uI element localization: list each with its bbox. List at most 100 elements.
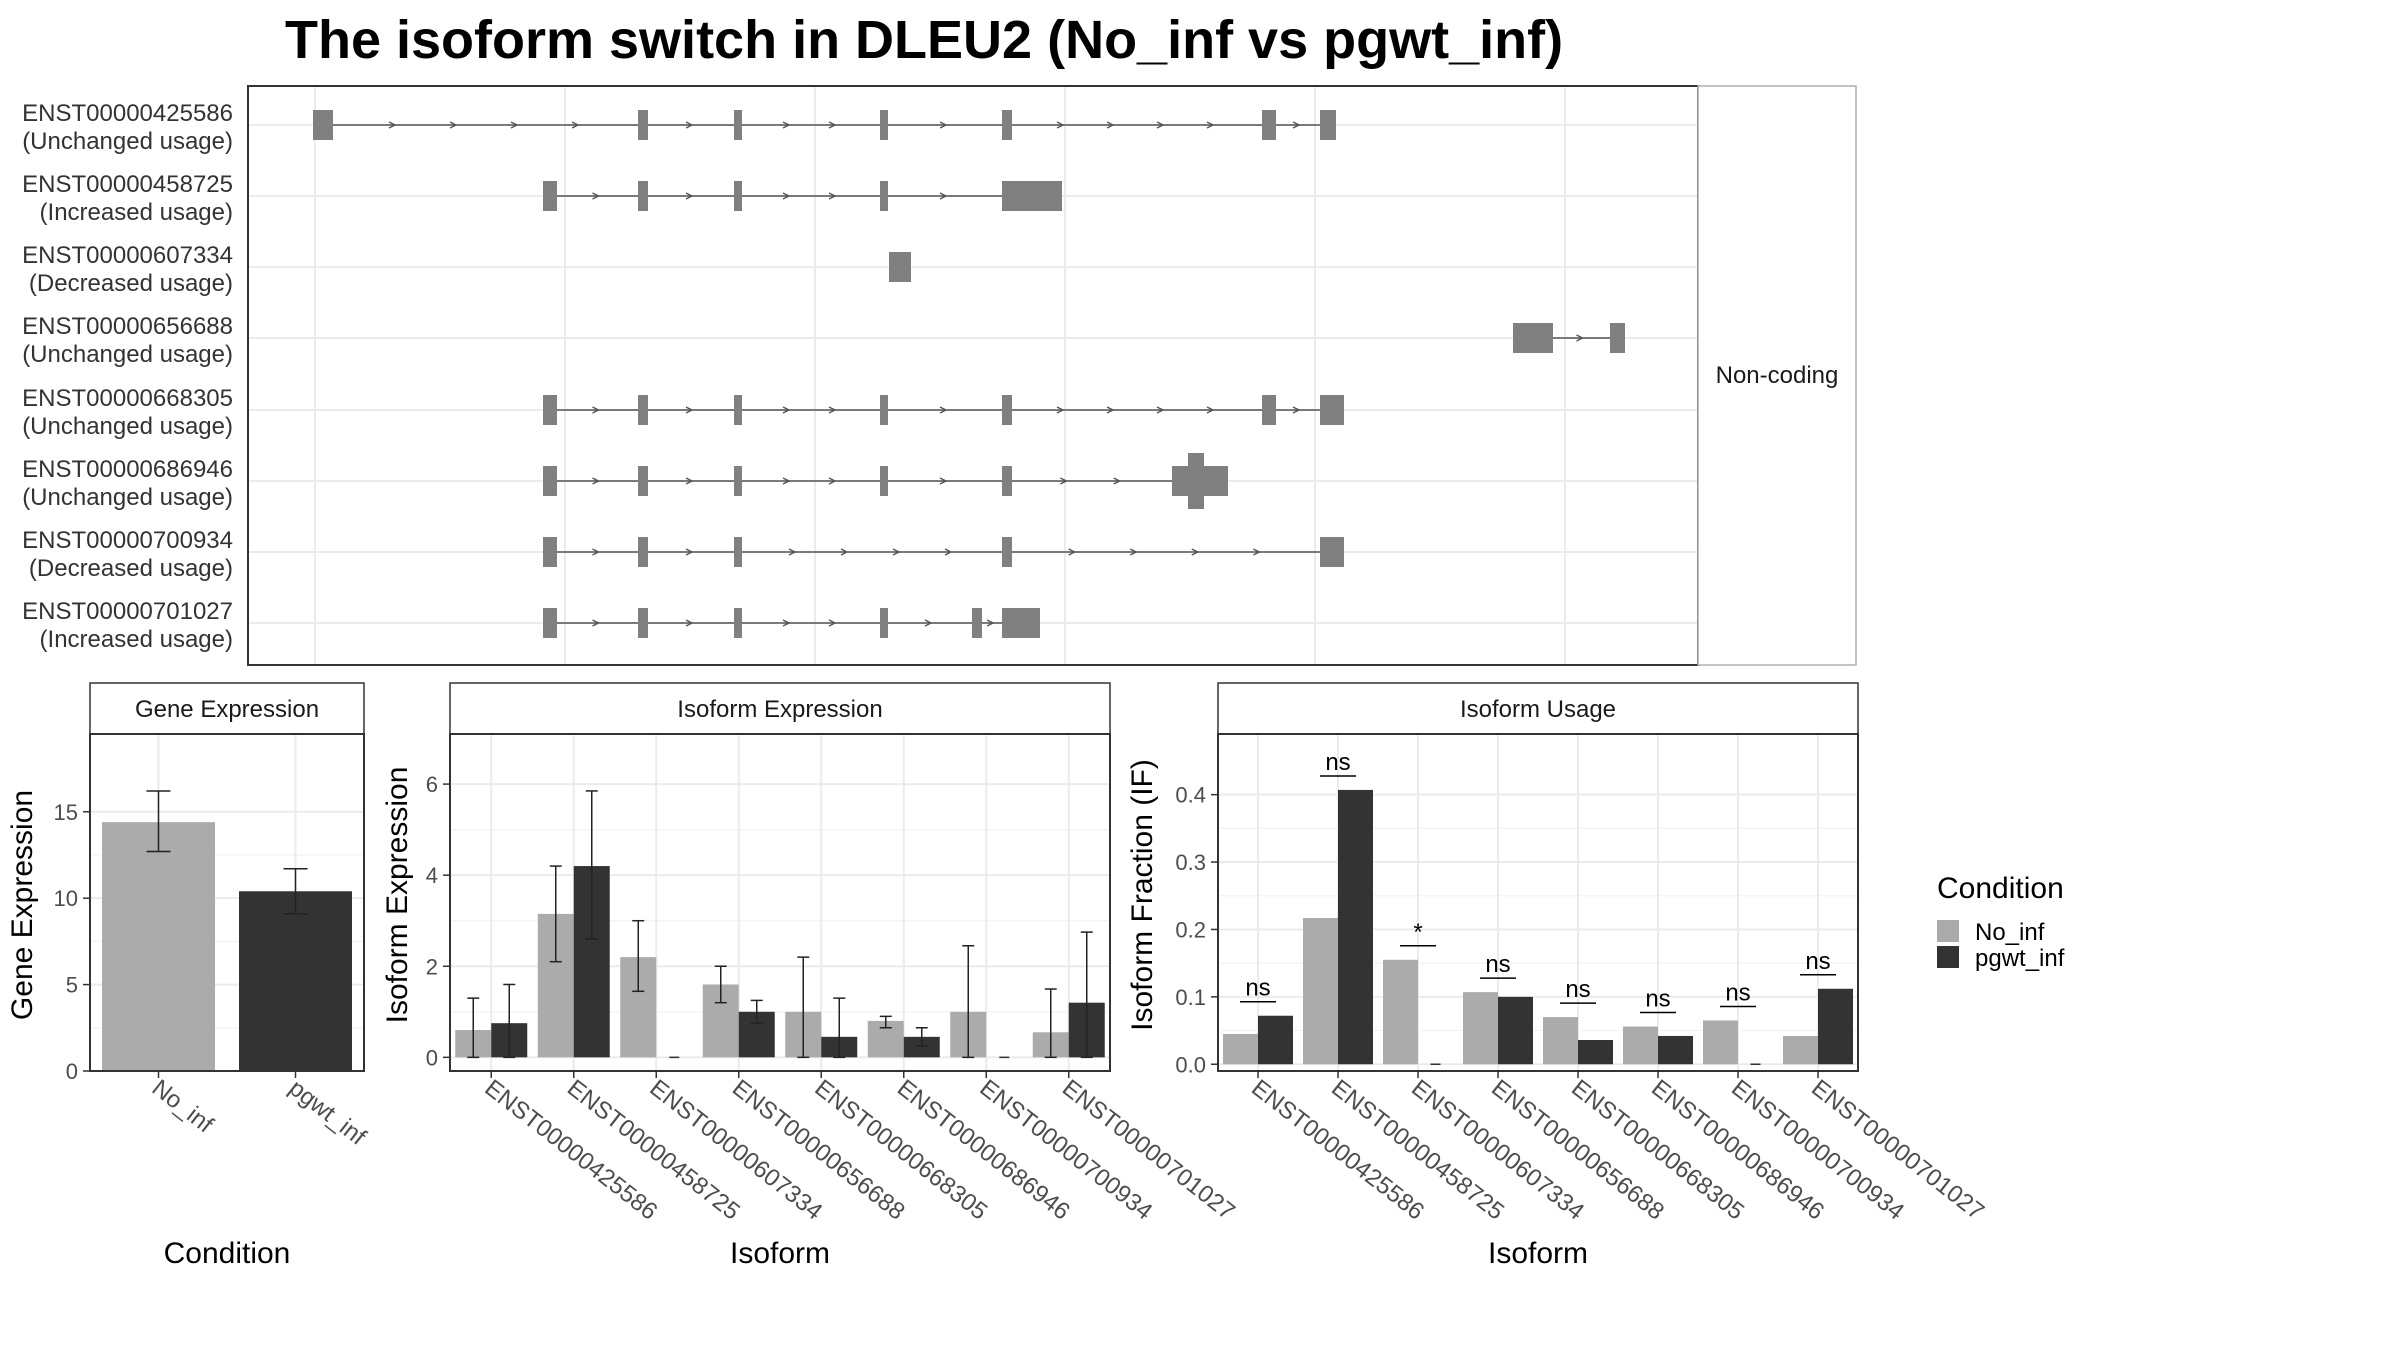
transcript-id-label: ENST00000458725 (22, 171, 233, 198)
exon-block (1610, 323, 1625, 353)
intron-arrow (1292, 121, 1301, 129)
transcript-track-ENST00000607334 (889, 252, 911, 282)
exon-block (638, 466, 648, 496)
exon-block (638, 181, 648, 211)
intron-arrow (782, 192, 791, 200)
y-tick-label: 2 (426, 954, 438, 979)
transcript-labels: ENST00000425586(Unchanged usage)ENST0000… (22, 100, 233, 653)
intron-arrow (685, 406, 694, 414)
intron-arrow (1113, 477, 1122, 485)
y-tick-label: 10 (54, 886, 78, 911)
transcript-track-ENST00000700934 (543, 537, 1344, 567)
exon-block (638, 608, 648, 638)
intron-arrow (592, 548, 601, 556)
isoform-usage-xlabel: Isoform (1488, 1237, 1588, 1270)
intron-arrow (892, 548, 901, 556)
exon-block (1513, 323, 1553, 353)
legend-key-no-inf (1937, 920, 1959, 942)
gene-expression-panel: Gene Expression 0 5 10 15 No_inf pgwt_inf Gen… (6, 682, 371, 1270)
y-tick-label: 0.2 (1175, 917, 1206, 942)
y-tick-label: 0.4 (1175, 783, 1206, 808)
intron-arrow (782, 121, 791, 129)
y-tick-label: 15 (54, 800, 78, 825)
significance-label: ns (1485, 951, 1510, 978)
isoform-expression-strip (449, 682, 1111, 735)
intron-arrow (388, 121, 397, 129)
intron-arrow (1292, 406, 1301, 414)
exon-block (880, 110, 888, 140)
transcript-track-ENST00000686946 (543, 453, 1228, 509)
transcript-id-label: ENST00000686946 (22, 456, 233, 483)
transcript-track-ENST00000425586 (313, 110, 1336, 140)
intron-arrow (828, 477, 837, 485)
x-tick-label: No_inf (147, 1074, 219, 1138)
intron-arrow (685, 619, 694, 627)
isoform-usage-strip-label: Isoform Usage (1460, 696, 1616, 723)
intron-arrow (1056, 406, 1065, 414)
intron-arrow (939, 192, 948, 200)
exon-block (734, 537, 742, 567)
significance-label: ns (1565, 976, 1590, 1003)
intron-arrow (1191, 548, 1200, 556)
intron-arrow (1253, 548, 1261, 556)
transcript-id-label: ENST00000700934 (22, 527, 233, 554)
bar-ENST00000701027-No_inf (1783, 1035, 1818, 1065)
exon-block (638, 537, 648, 567)
isoform-usage-ylabel: Isoform Fraction (IF) (1126, 759, 1159, 1031)
y-tick-label: 0.1 (1175, 985, 1206, 1010)
exon-block (543, 608, 557, 638)
bar-ENST00000686946-pgwt_inf (903, 1036, 940, 1058)
exon-block (1320, 395, 1344, 425)
transcript-usage-label: (Increased usage) (40, 199, 233, 226)
intron-arrow (1206, 406, 1215, 414)
legend-label-no-inf: No_inf (1975, 919, 2045, 946)
exon-block (734, 110, 742, 140)
exon-block (1320, 110, 1336, 140)
isoform-usage-panel: Isoform Usage ns ns * ns ns ns ns ns 0.0 0.1 0.2 0.… (1126, 682, 1989, 1270)
isoform-expression-strip-label: Isoform Expression (677, 696, 882, 723)
exon-block (880, 608, 888, 638)
transcript-id-label: ENST00000607334 (22, 242, 233, 269)
bar-No_inf-single (102, 822, 215, 1071)
gene-expression-ylabel: Gene Expression (6, 790, 39, 1020)
significance-label: ns (1325, 749, 1350, 776)
exon-block (880, 466, 888, 496)
intron-arrow (828, 619, 837, 627)
y-tick-label: 0.3 (1175, 850, 1206, 875)
intron-arrow (592, 477, 601, 485)
significance-label: * (1413, 919, 1422, 946)
intron-arrow (685, 548, 694, 556)
gene-expression-xlabel: Condition (164, 1237, 291, 1270)
transcript-id-label: ENST00000656688 (22, 313, 233, 340)
transcript-track-ENST00000458725 (543, 181, 1062, 211)
intron-arrow (571, 121, 580, 129)
transcript-track-ENST00000668305 (543, 395, 1344, 425)
intron-arrow (782, 406, 791, 414)
bar-ENST00000701027-pgwt_inf (1818, 988, 1853, 1065)
y-tick-label: 0 (66, 1059, 78, 1084)
exon-block (1262, 110, 1276, 140)
intron-arrow (939, 477, 948, 485)
intron-arrow (828, 406, 837, 414)
bar-ENST00000656688-No_inf (1463, 992, 1498, 1065)
intron-arrow (1576, 334, 1585, 342)
exon-block (543, 466, 557, 496)
bar-ENST00000700934-No_inf (1703, 1020, 1738, 1065)
exon-block (1320, 537, 1344, 567)
intron-arrow (685, 192, 694, 200)
gene-expression-plot: 0 5 10 15 No_inf pgwt_inf (54, 733, 371, 1151)
transcript-tracks (313, 110, 1625, 638)
transcript-id-label: ENST00000668305 (22, 385, 233, 412)
exon-block (1002, 395, 1012, 425)
bar-ENST00000668305-pgwt_inf (1578, 1039, 1613, 1065)
legend-key-pgwt-inf (1937, 946, 1959, 968)
intron-arrow (592, 406, 601, 414)
plot-border (89, 733, 365, 1072)
isoform-usage-strip (1217, 682, 1859, 735)
exon-block (880, 181, 888, 211)
significance-label: ns (1725, 979, 1750, 1006)
transcript-usage-label: (Increased usage) (40, 626, 233, 653)
intron-arrow (944, 548, 953, 556)
intron-arrow (685, 121, 694, 129)
